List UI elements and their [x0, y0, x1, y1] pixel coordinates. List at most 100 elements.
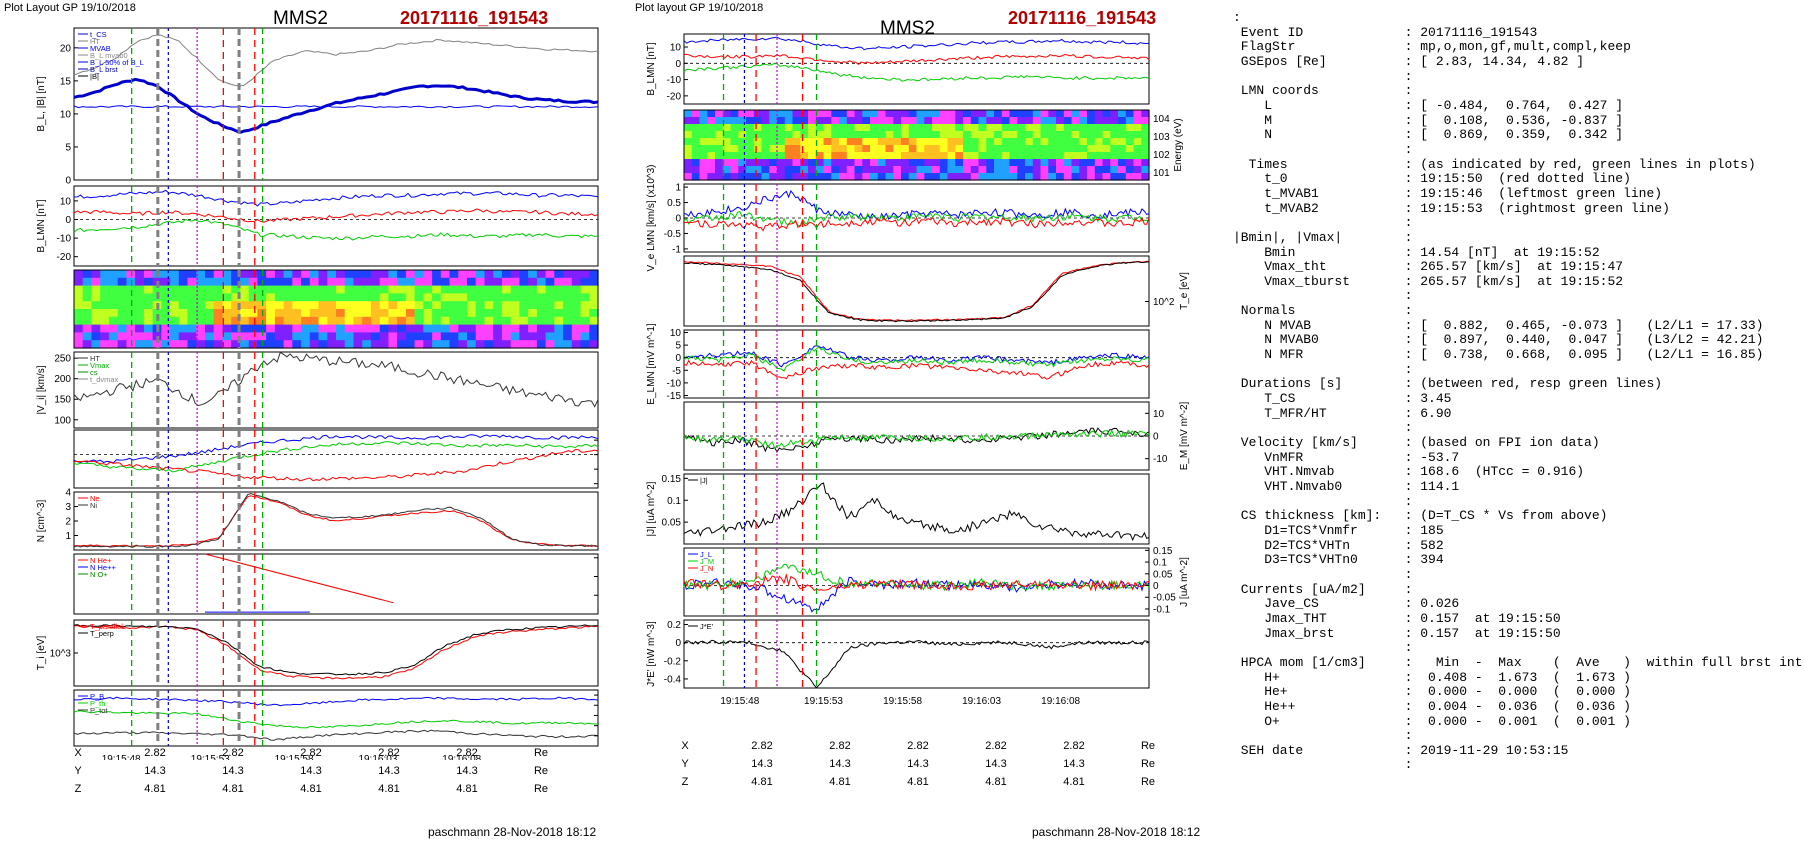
- spectrogram-cell: [924, 173, 933, 181]
- spectrogram-cell: [808, 131, 817, 139]
- y-tick-label: 0.5: [667, 198, 681, 209]
- spectrogram-cell: [1048, 152, 1057, 160]
- spectrogram-cell: [870, 166, 879, 174]
- spectrogram-cell: [100, 316, 110, 326]
- spectrogram-cell: [519, 332, 529, 341]
- spectrogram-cell: [1032, 166, 1042, 174]
- spectrogram-cell: [370, 270, 381, 279]
- x-tick-label: 19:15:58: [883, 696, 922, 707]
- spectrogram-cell: [292, 324, 302, 333]
- spectrogram-cell: [769, 124, 778, 132]
- spectrogram-cell: [924, 131, 933, 139]
- spectrogram-cell: [571, 340, 582, 349]
- spectrogram-cell: [353, 324, 363, 333]
- spectrogram-cell: [1118, 173, 1127, 181]
- spectrogram-cell: [589, 285, 599, 294]
- panel-frame: [683, 329, 1150, 399]
- y-tick-label: 200: [54, 374, 71, 385]
- position-cell: 14.3: [985, 758, 1007, 770]
- spectrogram-cell: [986, 117, 995, 125]
- spectrogram-cell: [823, 145, 832, 153]
- spectrogram-cell: [970, 152, 980, 160]
- spectrogram-cell: [309, 270, 320, 279]
- spectrogram-cell: [1141, 152, 1150, 160]
- spectrogram-cell: [493, 316, 503, 326]
- spectrogram-cell: [405, 324, 416, 333]
- spectrogram-cell: [846, 131, 856, 139]
- spectrogram-cell: [170, 332, 180, 341]
- spectrogram-cell: [1040, 152, 1049, 160]
- spectrogram-cell: [1063, 138, 1073, 146]
- spectrogram-cell: [222, 324, 232, 333]
- spectrogram-cell: [432, 340, 442, 349]
- spectrogram-cell: [831, 110, 840, 118]
- spectrogram-cell: [691, 117, 701, 125]
- spectrogram-cell: [753, 173, 763, 181]
- y-tick-label: 0.1: [667, 496, 681, 507]
- spectrogram-cell: [545, 316, 555, 326]
- spectrogram-cell: [370, 316, 381, 326]
- spectrogram-cell: [854, 166, 863, 174]
- spectrogram-cell: [800, 173, 809, 181]
- spectrogram-cell: [536, 293, 547, 302]
- spectrogram-cell: [1110, 166, 1119, 174]
- spectrogram-cell: [994, 138, 1003, 146]
- spectrogram-cell: [947, 117, 956, 125]
- legend-entry: MVAB: [90, 44, 111, 53]
- spectrogram-cell: [947, 124, 956, 132]
- legend-entry: HT: [90, 37, 100, 46]
- spectrogram-cell: [205, 340, 215, 349]
- spectrogram-cell: [1040, 110, 1049, 118]
- spectrogram-cell: [108, 309, 119, 318]
- spectrogram-cell: [170, 277, 180, 287]
- spectrogram-cell: [823, 152, 832, 160]
- spectrogram-cell: [916, 131, 925, 139]
- spectrogram-cell: [1125, 145, 1135, 153]
- spectrogram-cell: [947, 110, 956, 118]
- spectrogram-cell: [1087, 159, 1096, 167]
- spectrogram-cell: [815, 117, 825, 125]
- spectrogram-cell: [1110, 152, 1119, 160]
- position-cell: Re: [1140, 776, 1156, 788]
- spectrogram-cell: [362, 270, 372, 279]
- spectrogram-cell: [414, 301, 424, 310]
- spectrogram-cell: [510, 309, 520, 318]
- y-tick-label: -0.05: [1153, 593, 1176, 604]
- spectrogram-cell: [846, 173, 856, 181]
- spectrogram-cell: [924, 145, 933, 153]
- spectrogram-cell: [1094, 145, 1104, 153]
- series-line-b-n: [683, 53, 1150, 65]
- spectrogram-cell: [74, 324, 84, 333]
- spectrogram-cell: [715, 166, 724, 174]
- spectrogram-cell: [82, 277, 92, 287]
- spectrogram-cell: [885, 159, 894, 167]
- panel-frame: [73, 553, 599, 615]
- spectrogram-cell: [467, 309, 477, 318]
- spectrogram-cell: [309, 293, 320, 302]
- spectrogram-cell: [449, 324, 459, 333]
- spectrogram-cell: [1040, 159, 1049, 167]
- spectrogram-cell: [152, 285, 162, 294]
- spectrogram-cell: [554, 340, 564, 349]
- spectrogram-cell: [746, 173, 755, 181]
- spectrogram-cell: [187, 309, 197, 318]
- panel-mid-Ve: 1 0.5 0 -0.5 -1 V_e LMN [km/s] (x10^3): [646, 165, 1150, 271]
- spectrogram-cell: [309, 340, 320, 349]
- spectrogram-cell: [143, 309, 154, 318]
- mid-footer: paschmann 28-Nov-2018 18:12: [1032, 825, 1201, 839]
- spectrogram-cell: [536, 270, 547, 279]
- y-tick-label: 103: [1153, 132, 1170, 143]
- spectrogram-cell: [283, 285, 293, 294]
- y-axis-label: E_M [mV m^-2]: [1179, 401, 1190, 470]
- spectrogram-cell: [467, 332, 477, 341]
- spectrogram-cell: [117, 277, 127, 287]
- spectrogram-cell: [761, 152, 770, 160]
- spectrogram-cell: [108, 277, 119, 287]
- spectrogram-cell: [978, 131, 987, 139]
- spectrogram-cell: [808, 145, 817, 153]
- spectrogram-cell: [222, 301, 232, 310]
- spectrogram-cell: [939, 159, 949, 167]
- spectrogram-cell: [301, 332, 311, 341]
